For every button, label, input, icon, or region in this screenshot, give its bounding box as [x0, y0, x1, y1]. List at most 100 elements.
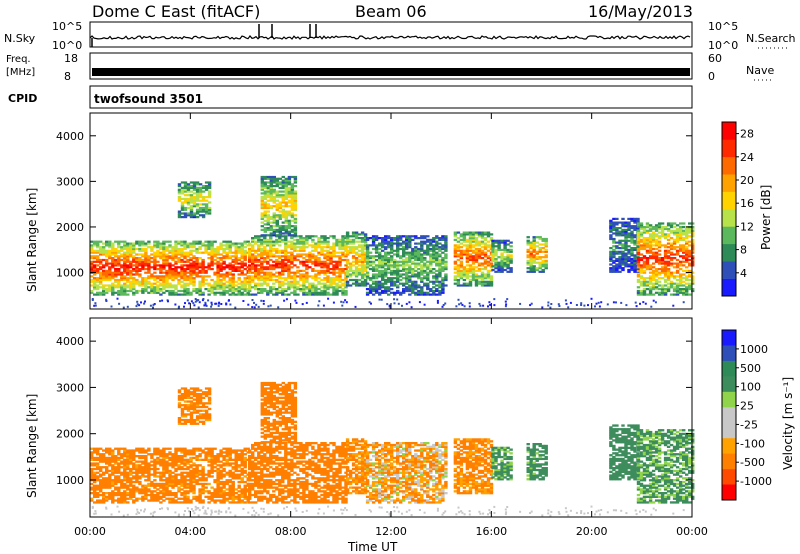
power-cell [387, 260, 391, 263]
velocity-cell [138, 482, 142, 486]
velocity-cell [105, 479, 109, 482]
power-cell [441, 266, 445, 269]
cpid-panel: CPID twofsound 3501 [8, 85, 693, 109]
power-cell [215, 302, 218, 305]
power-cell [494, 261, 498, 264]
power-cell [642, 229, 647, 232]
power-cell [414, 269, 418, 272]
power-cell [251, 238, 255, 241]
power-cell [159, 255, 163, 258]
power-cell [177, 183, 182, 186]
power-cell [248, 258, 252, 262]
power-cell [222, 257, 226, 260]
power-cell [402, 273, 406, 276]
power-cell [618, 257, 622, 261]
power-cell [691, 271, 695, 274]
power-cell [351, 278, 356, 282]
velocity-cell [144, 490, 148, 493]
power-cell [171, 247, 175, 251]
power-cell [675, 231, 680, 234]
power-cell [685, 255, 689, 258]
power-cell [219, 284, 223, 287]
power-cell [624, 232, 628, 235]
power-cell [691, 255, 695, 258]
power-cell [685, 291, 689, 294]
power-cell [645, 282, 650, 285]
power-cell [444, 262, 448, 265]
power-cell [284, 205, 288, 208]
power-cell [480, 277, 485, 280]
velocity-cell [111, 493, 115, 497]
power-cell [263, 196, 267, 199]
power-cell [327, 297, 330, 300]
power-cell [429, 249, 433, 252]
power-colorbar-tick-label: 24 [740, 151, 754, 164]
power-cell [453, 262, 458, 265]
velocity-cell [141, 499, 145, 502]
power-cell [287, 179, 292, 182]
power-cell [414, 257, 418, 260]
power-cell [370, 302, 372, 305]
power-cell [529, 250, 533, 253]
power-cell [408, 240, 412, 243]
power-cell [453, 271, 458, 274]
velocity-cell [90, 467, 94, 471]
power-cell [204, 206, 209, 210]
power-cell [231, 277, 235, 280]
velocity-cell [117, 449, 121, 452]
velocity-cell [138, 497, 142, 500]
power-cell [293, 275, 297, 278]
power-cell [654, 275, 659, 278]
power-cell [688, 275, 692, 278]
power-cell [311, 244, 315, 247]
power-cell [263, 282, 267, 285]
power-cell [438, 237, 442, 240]
power-cell [189, 205, 194, 208]
power-cell [672, 266, 677, 269]
nsearch-tick-bottom: 10^0 [708, 39, 738, 52]
power-cell [688, 231, 692, 234]
power-cell [222, 240, 226, 243]
power-cell [526, 263, 530, 266]
power-cell [317, 244, 321, 247]
velocity-cell [102, 497, 106, 500]
power-cell [456, 231, 461, 234]
power-cell [177, 249, 181, 252]
power-cell [365, 247, 370, 251]
power-cell [216, 278, 220, 282]
power-cell [371, 273, 376, 276]
power-cell [296, 249, 300, 252]
power-cell [228, 271, 232, 274]
power-cell [189, 293, 193, 296]
power-cell [192, 246, 196, 249]
power-cell [281, 199, 285, 202]
power-cell [691, 231, 695, 234]
power-cell [387, 280, 391, 283]
power-cell [351, 269, 356, 272]
power-cell [348, 242, 353, 245]
velocity-cell [111, 466, 115, 469]
power-cell [429, 289, 433, 293]
power-cell [402, 260, 406, 263]
power-cell [129, 246, 133, 249]
power-cell [287, 223, 292, 226]
power-cell [278, 190, 282, 193]
power-cell [411, 268, 415, 271]
power-cell [308, 237, 312, 240]
power-cell [329, 262, 333, 265]
power-cell [360, 262, 365, 265]
power-cell [302, 277, 306, 280]
velocity-cell [129, 469, 133, 473]
power-cell [263, 214, 267, 217]
power-cell [132, 244, 136, 247]
power-cell [198, 289, 202, 293]
power-cell [480, 240, 485, 243]
power-cell [648, 224, 653, 227]
power-cell [314, 257, 318, 260]
power-cell [180, 286, 184, 289]
power-cell [183, 190, 188, 193]
power-cell [248, 268, 252, 271]
power-cell [411, 238, 415, 241]
power-cell [411, 255, 415, 258]
velocity-cell [99, 455, 103, 458]
